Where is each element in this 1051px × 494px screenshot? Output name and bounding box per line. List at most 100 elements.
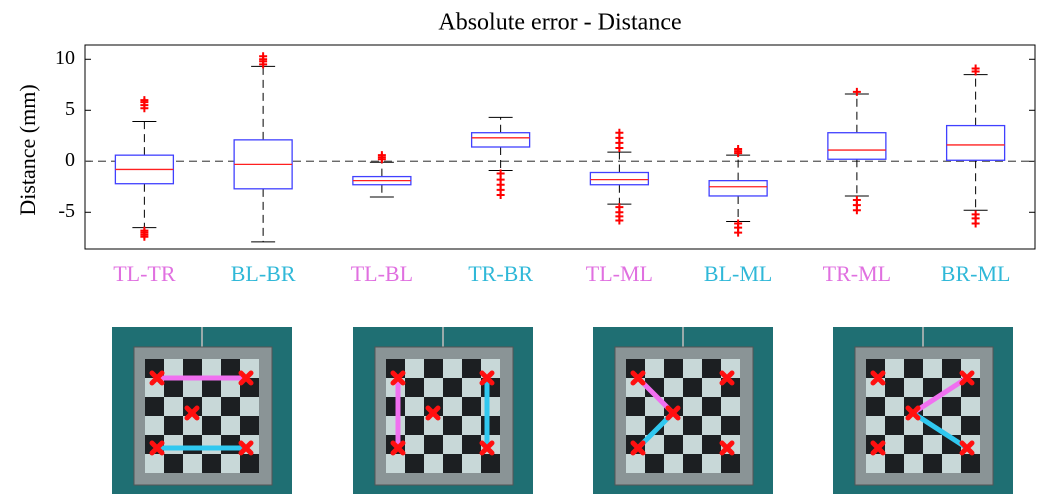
board-square	[240, 454, 259, 473]
flier	[497, 191, 505, 199]
photo-marker	[962, 443, 972, 453]
board-square	[405, 416, 424, 435]
board-square	[481, 416, 500, 435]
photo-marker	[152, 443, 162, 453]
board-square	[923, 359, 942, 378]
board-square	[683, 454, 702, 473]
board-square	[183, 454, 202, 473]
x-tick-label: TL-ML	[586, 261, 653, 286]
board-square	[164, 378, 183, 397]
board-square	[221, 454, 240, 473]
board-square	[885, 397, 904, 416]
chart: Absolute error - Distance Distance (mm) …	[0, 0, 1051, 494]
board-square	[443, 397, 462, 416]
board-square	[183, 378, 202, 397]
board-square	[202, 454, 221, 473]
board-square	[386, 454, 405, 473]
flier	[615, 216, 623, 224]
board-square	[462, 454, 481, 473]
box	[828, 133, 886, 160]
board-square	[866, 416, 885, 435]
photo-marker	[482, 443, 492, 453]
board-square	[702, 397, 721, 416]
photo-marker	[393, 373, 403, 383]
board-square	[961, 454, 980, 473]
plot-frame	[85, 45, 1035, 249]
board-square	[645, 359, 664, 378]
board-square	[405, 378, 424, 397]
board-square	[202, 397, 221, 416]
board-square	[664, 435, 683, 454]
board-square	[145, 416, 164, 435]
board-square	[183, 435, 202, 454]
board-square	[424, 435, 443, 454]
photo-marker	[241, 443, 251, 453]
x-tick-label: BL-ML	[704, 261, 772, 286]
board-square	[904, 378, 923, 397]
board-square	[664, 359, 683, 378]
board-square	[923, 435, 942, 454]
board-square	[645, 454, 664, 473]
board-square	[683, 435, 702, 454]
board-square	[202, 378, 221, 397]
board-square	[904, 435, 923, 454]
board-square	[240, 397, 259, 416]
board-square	[904, 454, 923, 473]
box	[590, 173, 648, 185]
board-square	[221, 359, 240, 378]
board-square	[443, 435, 462, 454]
board-square	[664, 454, 683, 473]
board-square	[683, 378, 702, 397]
board-square	[923, 454, 942, 473]
y-axis-label: Distance (mm)	[15, 84, 40, 215]
photo-marker	[962, 373, 972, 383]
photo-marker	[241, 373, 251, 383]
board-square	[702, 435, 721, 454]
y-tick-label: -5	[58, 200, 75, 222]
photo-marker	[908, 408, 918, 418]
board-square	[145, 454, 164, 473]
page: Absolute error - Distance Distance (mm) …	[0, 0, 1051, 494]
board-square	[702, 359, 721, 378]
photo-marker	[152, 373, 162, 383]
board-square	[885, 378, 904, 397]
photo-marker	[428, 408, 438, 418]
box	[947, 126, 1005, 161]
photo-marker	[393, 443, 403, 453]
photo-marker	[668, 408, 678, 418]
board-square	[183, 359, 202, 378]
board-square	[443, 378, 462, 397]
board-square	[626, 416, 645, 435]
flier	[734, 229, 742, 237]
board-square	[721, 416, 740, 435]
board-square	[462, 359, 481, 378]
board-square	[424, 454, 443, 473]
board-square	[683, 416, 702, 435]
board-square	[866, 397, 885, 416]
y-tick-label: 0	[65, 149, 75, 171]
board-square	[702, 416, 721, 435]
photo-marker	[722, 373, 732, 383]
x-tick-label: BL-BR	[231, 261, 296, 286]
x-tick-label: TL-BL	[351, 261, 413, 286]
photo-marker	[873, 443, 883, 453]
board-square	[626, 397, 645, 416]
board-square	[721, 454, 740, 473]
board-square	[721, 397, 740, 416]
board-square	[221, 435, 240, 454]
board-square	[424, 378, 443, 397]
board-square	[702, 378, 721, 397]
box	[472, 133, 530, 147]
board-square	[164, 435, 183, 454]
chart-title: Absolute error - Distance	[438, 10, 681, 36]
board-square	[462, 435, 481, 454]
board-square	[405, 359, 424, 378]
flier	[615, 129, 623, 137]
board-square	[885, 359, 904, 378]
board-square	[221, 397, 240, 416]
board-square	[164, 359, 183, 378]
board-square	[164, 454, 183, 473]
board-square	[202, 435, 221, 454]
board-square	[683, 397, 702, 416]
y-tick-label: 10	[55, 47, 75, 69]
